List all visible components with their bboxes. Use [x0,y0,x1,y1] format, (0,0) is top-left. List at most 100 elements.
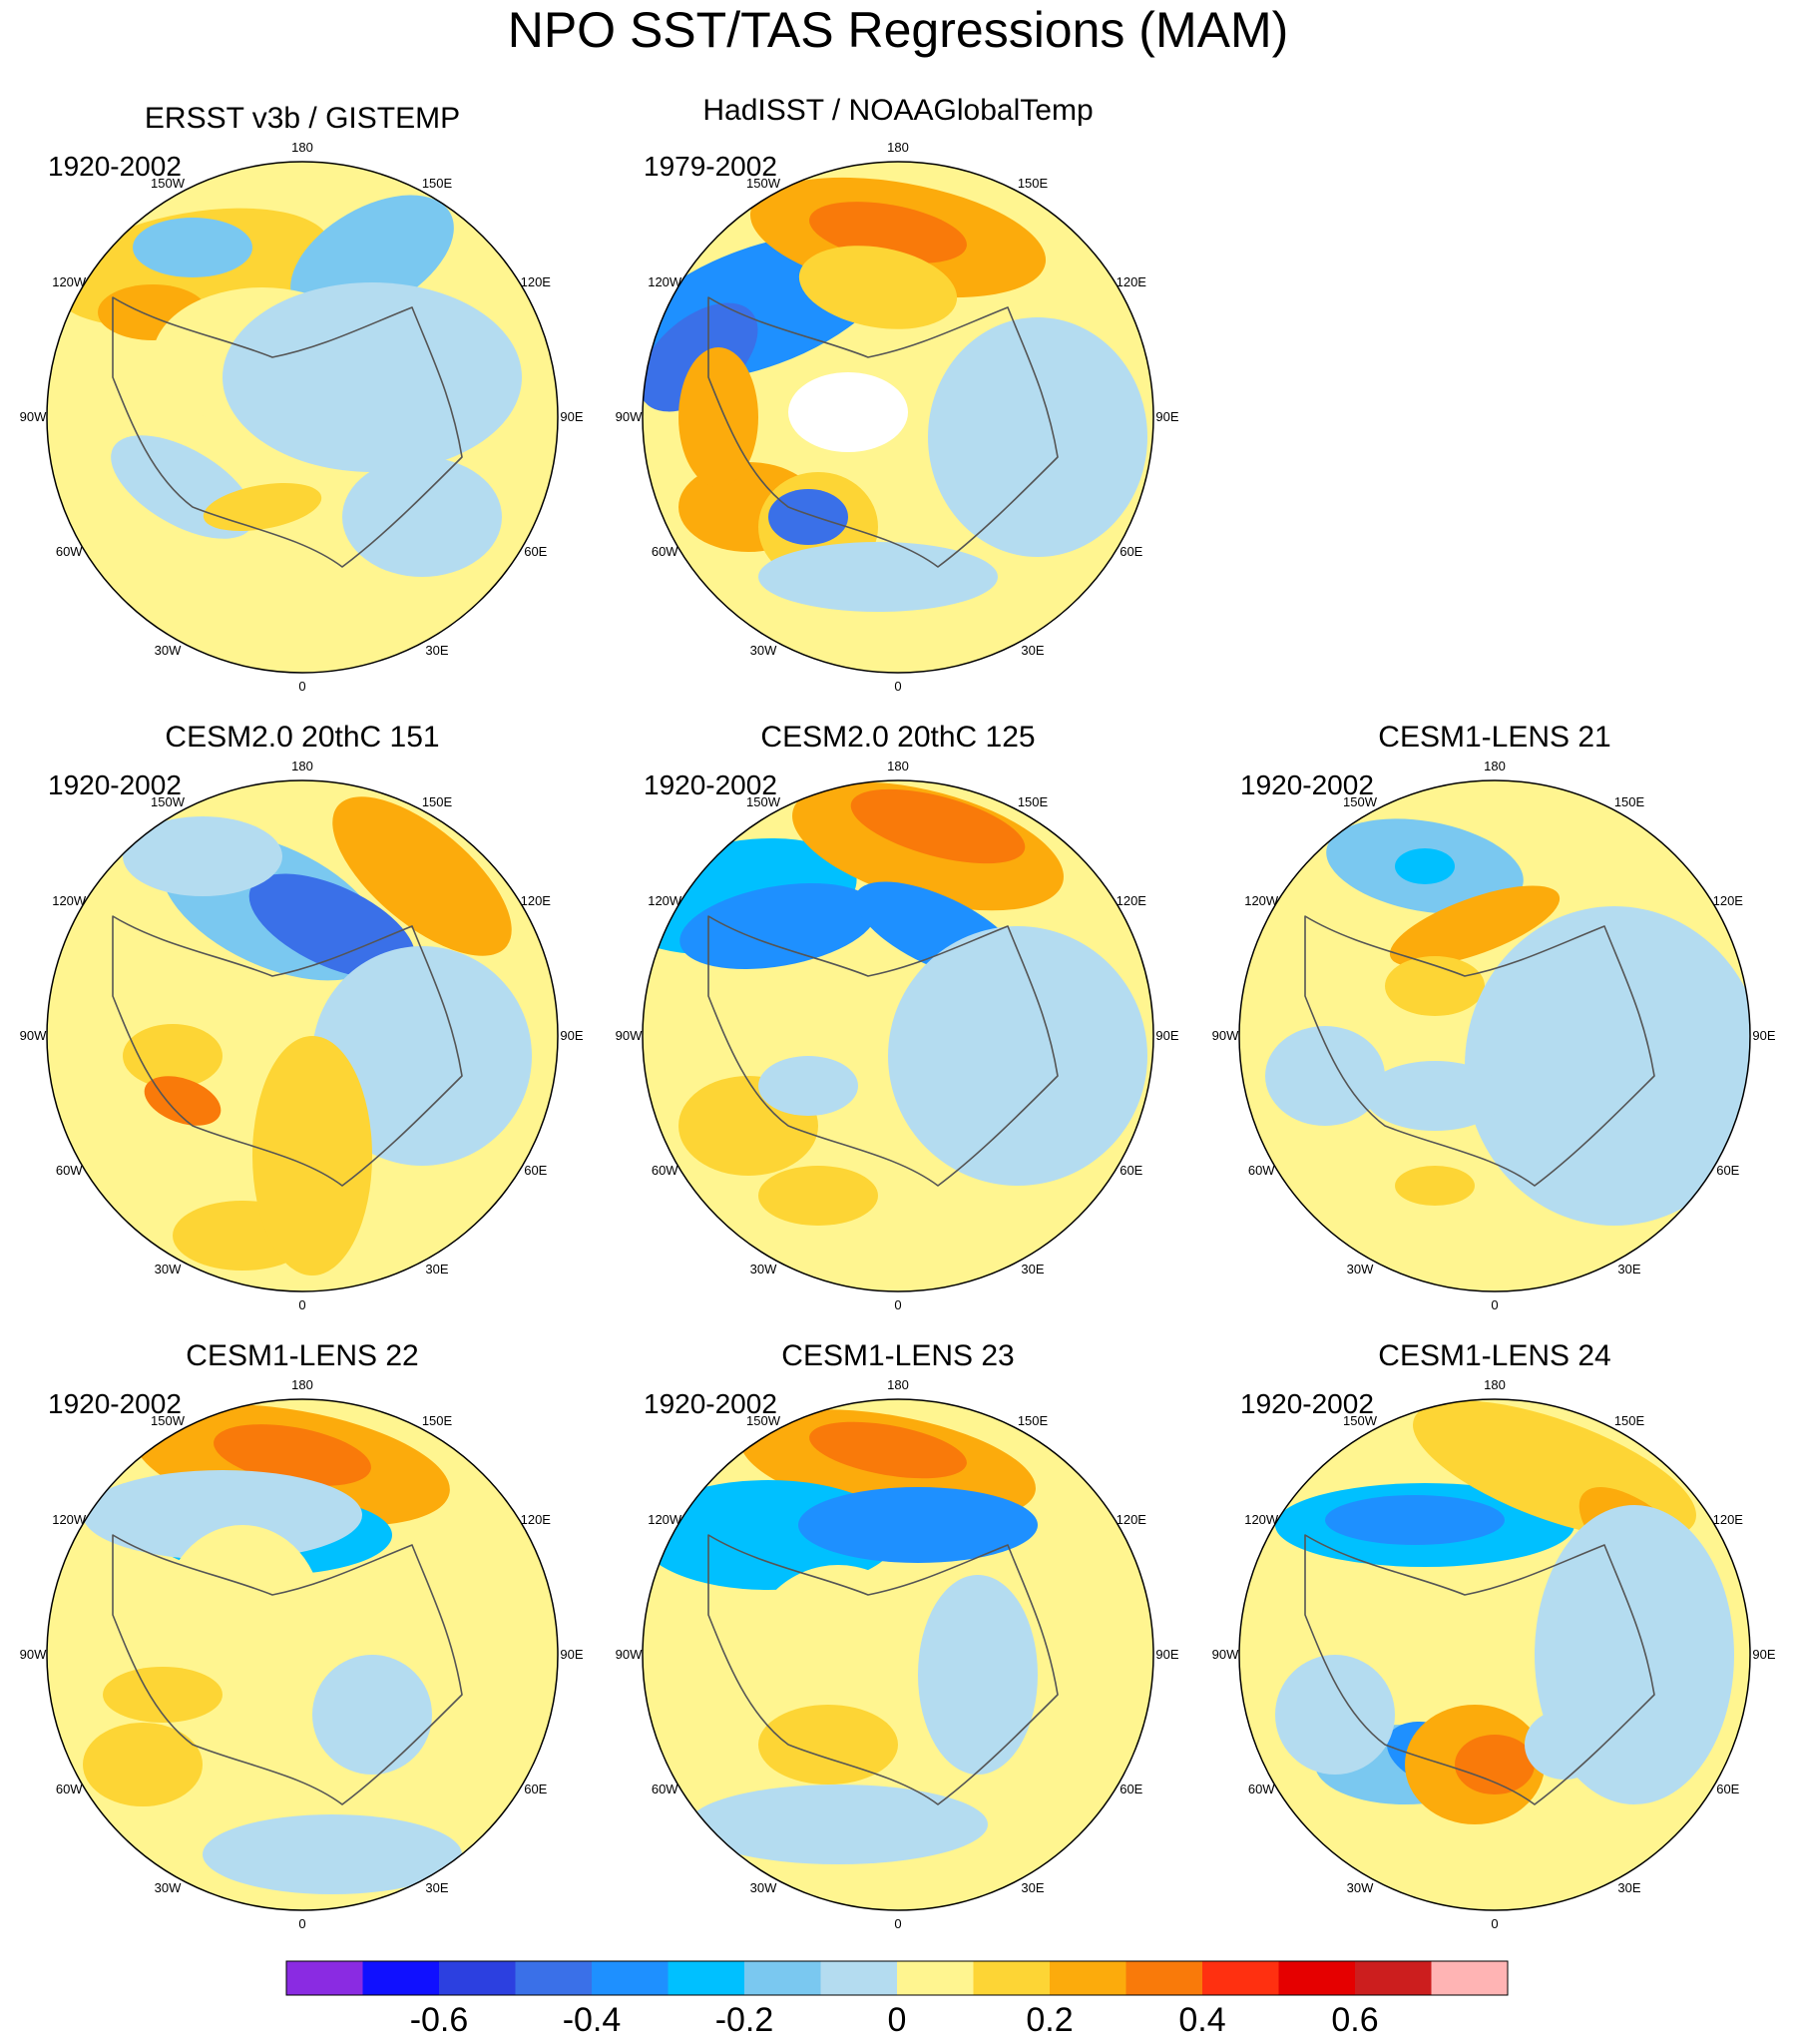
longitude-label: 120W [52,274,87,289]
longitude-label: 120E [1713,893,1744,908]
longitude-labels: 180 150E 120E 90E 60E 30E 0 30W 60W 90W 120W 150W [616,759,1179,1312]
longitude-label: 60E [524,1163,547,1178]
longitude-label: 60E [1120,544,1142,559]
longitude-label: 180 [1484,759,1506,773]
figure-title: NPO SST/TAS Regressions (MAM) [507,2,1289,58]
coastline [112,915,463,1187]
coastline [707,296,1059,568]
longitude-label: 90E [560,409,583,424]
longitude-label: 90E [1752,1647,1775,1662]
longitude-label: 90W [1212,1028,1239,1043]
longitude-label: 60E [1716,1782,1739,1796]
panel-years: 1920-2002 [1240,1388,1374,1419]
anomaly-blob [1395,1166,1475,1206]
longitude-label: 30E [1617,1880,1640,1895]
panel-years: 1920-2002 [644,769,777,800]
longitude-label: 90W [1212,1647,1239,1662]
colorbar-swatch [515,1961,592,1995]
map-panel: CESM2.0 20thC 151 1920-2002 180 150E 120E 9… [20,721,584,1312]
longitude-label: 150W [151,1413,186,1428]
longitude-label: 90W [616,409,643,424]
longitude-label: 60E [1120,1782,1142,1796]
anomaly-blob [214,1424,371,1486]
colorbar-tick-label: -0.6 [410,2001,469,2039]
longitude-label: 120W [648,274,682,289]
colorbar-swatch [668,1961,744,1995]
longitude-label: 90W [20,1647,47,1662]
anomaly-blob [1385,956,1485,1016]
anomaly-field [47,780,558,1291]
panel-title: CESM1-LENS 23 [781,1339,1014,1372]
anomaly-blob [678,347,758,487]
longitude-label: 180 [291,1377,313,1392]
map-boundary [642,161,1154,674]
anomaly-blob [144,1076,222,1126]
coastline [112,1534,463,1805]
longitude-label: 0 [894,1297,901,1312]
longitude-label: 30W [155,1880,182,1895]
anomaly-blob [688,1785,988,1864]
anomaly-blob [928,317,1147,557]
longitude-label: 60W [652,1163,678,1178]
longitude-label: 0 [298,1916,305,1931]
anomaly-blob [123,816,282,896]
longitude-label: 0 [1491,1916,1498,1931]
coastline [112,296,463,568]
panel-title: CESM1-LENS 22 [186,1339,418,1372]
longitude-label: 60W [652,1782,678,1796]
map-panel: CESM1-LENS 23 1920-2002 180 150E 120E 90E 60… [616,1339,1179,1931]
colorbar-outline [285,1960,1509,1996]
longitude-label: 30W [155,1262,182,1277]
coastline [1304,915,1655,1187]
longitude-label: 90E [1155,1028,1178,1043]
longitude-label: 30E [1021,1880,1044,1895]
anomaly-blob [83,1470,362,1560]
longitude-label: 30W [155,643,182,658]
longitude-label: 0 [894,1916,901,1931]
longitude-label: 90W [20,1028,47,1043]
panel-years: 1920-2002 [644,1388,777,1419]
longitude-label: 30W [1347,1880,1374,1895]
anomaly-blob [252,1036,372,1276]
colorbar-tick-label: 0.4 [1178,2001,1225,2039]
longitude-labels: 180 150E 120E 90E 60E 30E 0 30W 60W 90W 120W 150W [616,140,1179,694]
panel-title: CESM2.0 20thC 125 [760,721,1035,754]
longitude-label: 150W [746,794,781,809]
colorbar-tick-label: 0.6 [1331,2001,1378,2039]
panel-years: 1920-2002 [48,769,182,800]
map-boundary [642,779,1154,1292]
longitude-labels: 180 150E 120E 90E 60E 30E 0 30W 60W 90W 120W 150W [20,140,584,694]
longitude-label: 120E [1117,274,1147,289]
anomaly-blob [788,372,908,452]
longitude-label: 120W [52,1512,87,1527]
longitude-label: 30E [1021,643,1044,658]
colorbar: -0.6 -0.4 -0.2 0 0.2 0.4 0.6 [285,1960,1509,2039]
anomaly-blob [1275,1655,1395,1775]
anomaly-blob [758,1166,878,1226]
anomaly-blob [163,1525,322,1705]
longitude-label: 60E [1120,1163,1142,1178]
anomaly-field [643,780,1153,1291]
anomaly-blob [758,1705,898,1785]
anomaly-field [1239,780,1750,1291]
longitude-label: 150E [1614,794,1645,809]
anomaly-blob [1465,906,1750,1226]
anomaly-blob [850,788,1026,864]
panel-years: 1979-2002 [644,151,777,182]
colorbar-tick-label: -0.2 [715,2001,774,2039]
longitude-labels: 180 150E 120E 90E 60E 30E 0 30W 60W 90W 120W 150W [20,759,584,1312]
map-panel: CESM1-LENS 21 1920-2002 180 150E 120E 90E 60… [1212,721,1776,1312]
anomaly-blob [758,1056,858,1116]
panel-title: HadISST / NOAAGlobalTemp [702,94,1093,127]
anomaly-blob [748,1565,928,1745]
longitude-label: 120W [1244,1512,1279,1527]
anomaly-blob [133,218,252,277]
longitude-label: 60W [56,1782,83,1796]
longitude-label: 0 [894,679,901,694]
longitude-label: 150W [746,176,781,191]
panel-years: 1920-2002 [48,151,182,182]
longitude-labels: 180 150E 120E 90E 60E 30E 0 30W 60W 90W 120W 150W [20,1377,584,1931]
colorbar-swatch [439,1961,516,1995]
anomaly-blob [1325,1495,1505,1545]
